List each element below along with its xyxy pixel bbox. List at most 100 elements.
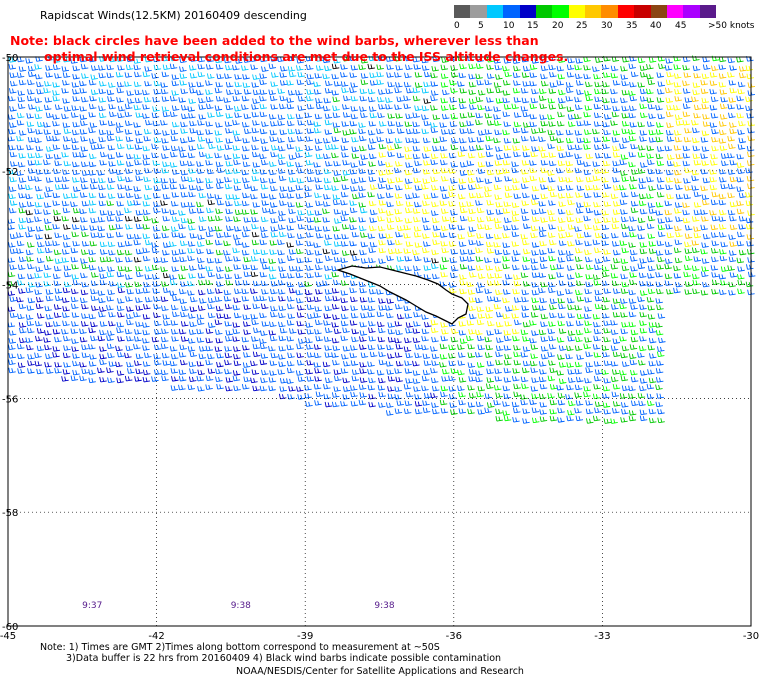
wind-barb (594, 303, 603, 310)
wind-barb (325, 160, 333, 167)
wind-barb (440, 225, 449, 232)
wind-barb (268, 194, 277, 200)
wind-barb (9, 72, 17, 78)
wind-barb (252, 351, 261, 357)
wind-barb (324, 65, 332, 72)
wind-barb (261, 369, 269, 376)
wind-barb (639, 385, 647, 392)
wind-barb (511, 167, 519, 174)
wind-barb (576, 354, 584, 360)
wind-barb (673, 265, 681, 272)
wind-barb (522, 151, 531, 158)
wind-barb (117, 105, 126, 112)
wind-barb (539, 256, 548, 262)
wind-barb (658, 63, 666, 69)
wind-barb (116, 210, 124, 216)
wind-barb (241, 209, 250, 215)
wind-barb (243, 304, 251, 310)
wind-barb (81, 73, 89, 79)
wind-barb (215, 305, 224, 312)
wind-barb (323, 153, 331, 160)
wind-barb (647, 265, 656, 272)
wind-barb (277, 369, 285, 375)
wind-barb (512, 249, 521, 256)
wind-barb (477, 130, 486, 136)
wind-barb (368, 153, 377, 160)
wind-barb (206, 103, 214, 110)
wind-barb (556, 272, 564, 278)
wind-barb (107, 177, 116, 184)
wind-barb (593, 201, 601, 208)
wind-barb (521, 160, 530, 166)
wind-barb (565, 95, 574, 102)
wind-barb (197, 71, 206, 78)
wind-barb (198, 151, 207, 158)
wind-barb (394, 167, 402, 174)
wind-barb (647, 288, 656, 295)
wind-barb (250, 64, 258, 70)
wind-barb (80, 249, 89, 255)
wind-barb (97, 290, 106, 296)
wind-barb (538, 393, 547, 400)
wind-barb (17, 362, 26, 368)
wind-barb (702, 233, 711, 240)
wind-barb (565, 393, 573, 400)
wind-barb (54, 258, 63, 264)
wind-barb (431, 336, 439, 343)
wind-barb (144, 266, 153, 272)
wind-barb (151, 242, 159, 248)
wind-barb (259, 169, 268, 175)
wind-barb (268, 330, 277, 336)
wind-barb (486, 295, 495, 302)
wind-barb (503, 137, 512, 144)
wind-barb (710, 247, 719, 254)
wind-barb (35, 129, 43, 135)
wind-barb (377, 89, 386, 95)
wind-barb (566, 362, 574, 368)
wind-barb (682, 160, 691, 167)
wind-barb (206, 207, 214, 214)
wind-barb (296, 352, 304, 359)
wind-barb (107, 82, 116, 88)
wind-barb (378, 247, 387, 254)
wind-barb (457, 193, 466, 200)
wind-barb (502, 159, 511, 166)
wind-barb (711, 256, 719, 263)
wind-barb (178, 288, 187, 295)
wind-barb (45, 255, 54, 262)
wind-barb (484, 112, 493, 119)
wind-barb (441, 129, 449, 135)
wind-barb (502, 168, 510, 174)
wind-barb (440, 167, 449, 174)
wind-barb (628, 161, 636, 168)
wind-barb (250, 360, 258, 367)
wind-barb (296, 215, 305, 222)
colorbar-swatch (650, 5, 667, 18)
wind-barb (171, 376, 179, 382)
wind-barb (512, 407, 521, 414)
wind-barb (378, 258, 386, 264)
wind-barb (43, 129, 52, 135)
wind-barb (151, 218, 159, 224)
wind-barb (583, 120, 592, 126)
wind-barb (574, 368, 583, 375)
wind-barb (224, 359, 232, 366)
wind-barb (170, 145, 179, 152)
wind-barb (287, 66, 296, 72)
wind-barb (583, 73, 591, 80)
wind-barb (297, 223, 306, 230)
wind-barb (648, 322, 657, 328)
wind-barb (404, 255, 412, 262)
wind-barb (153, 80, 162, 87)
wind-barb (628, 242, 636, 248)
wind-barb (315, 391, 324, 397)
wind-barb (252, 74, 260, 80)
wind-barb (215, 368, 223, 375)
wind-barb (288, 265, 297, 272)
wind-barb (332, 96, 340, 103)
wind-barb (395, 360, 404, 367)
wind-barb (736, 57, 744, 63)
wind-barb (394, 337, 402, 344)
wind-barb (567, 369, 575, 375)
wind-barb (169, 346, 178, 352)
